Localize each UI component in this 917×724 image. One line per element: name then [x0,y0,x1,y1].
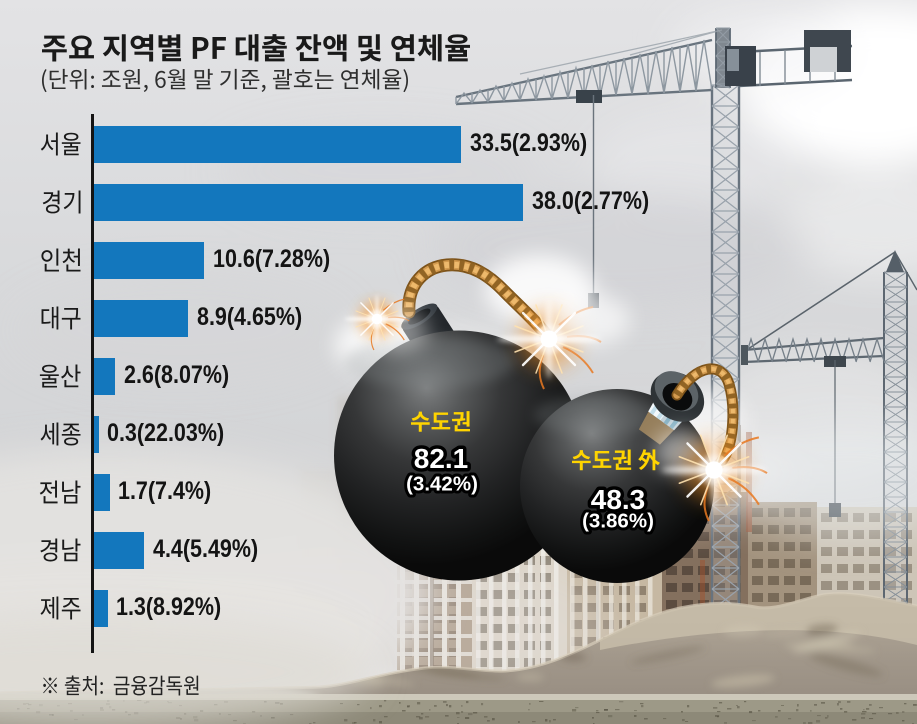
svg-text:(3.86%): (3.86%) [582,510,654,533]
svg-text:82.1: 82.1 [414,443,469,474]
svg-text:(3.42%): (3.42%) [406,473,478,496]
svg-text:48.3: 48.3 [591,484,646,515]
